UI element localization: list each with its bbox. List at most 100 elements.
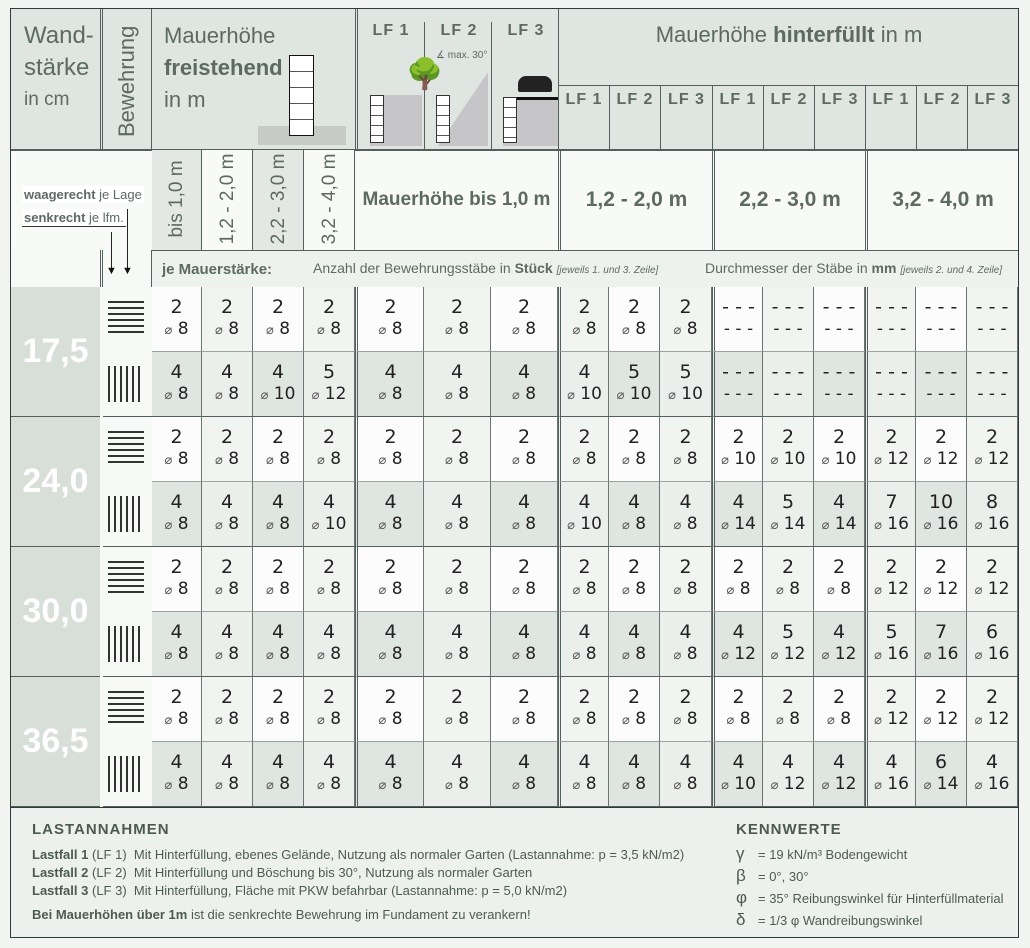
bar-diameter: ⌀ 14 [923, 774, 959, 794]
vertical-reinforcement-cell: 4 ⌀ 16 [967, 742, 1018, 807]
lf-subheader: LF 1 [865, 85, 916, 150]
parameter: γ = 19 kN/m³ Bodengewicht [736, 843, 1003, 865]
parameter: φ = 35° Reibungswinkel für Hinterfüllmate… [736, 887, 1003, 909]
bar-diameter: ⌀ 8 [621, 709, 647, 729]
legend-bold: waagerecht [24, 187, 96, 202]
bar-count: 2 [322, 296, 336, 318]
bar-diameter: ⌀ 8 [511, 384, 537, 404]
bar-count: 2 [170, 686, 183, 708]
vertical-reinforcement-cell: 4 ⌀ 8 [355, 612, 424, 677]
horizontal-reinforcement-cell: 2 ⌀ 8 [202, 417, 253, 482]
bar-diameter: ⌀ 10 [668, 384, 703, 404]
bar-count: 2 [170, 296, 183, 318]
bar-count: 6 [985, 621, 999, 643]
vertical-reinforcement-cell: 4 ⌀ 12 [814, 742, 865, 807]
not-applicable: - - - [773, 319, 803, 339]
bar-count: 2 [384, 296, 397, 318]
bar-diameter: ⌀ 8 [316, 319, 342, 339]
not-applicable: - - - [773, 384, 803, 404]
vertical-reinforcement-cell: 6 ⌀ 16 [967, 612, 1018, 677]
bar-diameter: ⌀ 8 [214, 449, 240, 469]
backfilled-heading: Mauerhöhe hinterfüllt in m [560, 22, 1018, 48]
bar-diameter: ⌀ 8 [511, 709, 537, 729]
bar-diameter: ⌀ 12 [974, 449, 1010, 469]
bar-diameter: ⌀ 8 [572, 579, 597, 599]
horizontal-reinforcement-cell: 2 ⌀ 8 [202, 287, 253, 352]
bar-count: 4 [578, 491, 591, 513]
text: Anzahl der Bewehrungsstäbe in [313, 260, 511, 276]
free-height-label: 3,2 - 4,0 m [318, 153, 340, 245]
bar-diameter: ⌀ 8 [444, 449, 470, 469]
bar-diameter: ⌀ 8 [621, 319, 647, 339]
bar-count: 2 [384, 556, 397, 578]
bar-count: 2 [322, 686, 336, 708]
bar-count: 5 [885, 621, 898, 643]
divider [558, 85, 1018, 86]
footer [11, 807, 1018, 937]
bar-diameter: ⌀ 14 [821, 514, 857, 534]
bar-count: 2 [322, 556, 336, 578]
horizontal-reinforcement-cell: 2 ⌀ 8 [609, 547, 660, 612]
load-cases-title: LASTANNAHMEN [32, 821, 170, 838]
bar-diameter: ⌀ 8 [164, 514, 189, 534]
bar-count: 7 [885, 491, 898, 513]
horizontal-reinforcement-cell: 2 ⌀ 12 [916, 547, 967, 612]
backfilled-height-1: Mauerhöhe bis 1,0 m [362, 189, 551, 210]
wall-thickness-label: 24,0 [11, 417, 100, 547]
horizontal-reinforcement-cell: 2 ⌀ 8 [253, 417, 304, 482]
horizontal-reinforcement-cell: 2 ⌀ 8 [712, 677, 763, 742]
bar-diameter: ⌀ 8 [378, 449, 403, 469]
bar-diameter: ⌀ 8 [316, 449, 342, 469]
bar-diameter: ⌀ 12 [974, 579, 1010, 599]
case-text: Mit Hinterfüllung, ebenes Gelände, Nutzu… [133, 847, 685, 862]
text-bold: mm [871, 260, 897, 276]
bar-count: 2 [781, 426, 795, 448]
bar-count: 4 [985, 751, 999, 773]
bar-count: 5 [322, 361, 336, 383]
horizontal-reinforcement-cell: - - -- - - [712, 287, 763, 352]
horizontal-reinforcement-cell: 2 ⌀ 8 [304, 417, 355, 482]
horizontal-reinforcement-cell: - - -- - - [763, 287, 814, 352]
horizontal-reinforcement-cell: 2 ⌀ 8 [253, 287, 304, 352]
bar-count: 2 [450, 686, 464, 708]
bar-diameter: ⌀ 10 [721, 774, 756, 794]
bar-count: 2 [271, 686, 285, 708]
bar-diameter: ⌀ 8 [511, 644, 537, 664]
wall-thickness-heading: Wand- stärke in cm [24, 20, 94, 116]
bar-count: 2 [220, 686, 234, 708]
load-case-1: Lastfall 1 (LF 1) Mit Hinterfüllung, ebe… [32, 846, 684, 864]
vertical-reinforcement-cell: 4 ⌀ 8 [202, 612, 253, 677]
vertical-reinforcement-cell: 5 ⌀ 10 [609, 352, 660, 417]
bar-diameter: ⌀ 8 [214, 384, 240, 404]
backfilled-height-2: 1,2 - 2,0 m [558, 150, 712, 250]
vertical-reinforcement-cell: 4 ⌀ 8 [304, 742, 355, 807]
bar-diameter: ⌀ 16 [923, 514, 959, 534]
horizontal-reinforcement-cell: 2 ⌀ 8 [491, 287, 558, 352]
bar-count: 4 [322, 621, 336, 643]
horizontal-reinforcement-cell: 2 ⌀ 8 [424, 287, 491, 352]
horizontal-reinforcement-cell: 2 ⌀ 8 [202, 547, 253, 612]
wall-illustration-icon [289, 55, 314, 136]
bar-diameter: ⌀ 8 [265, 774, 291, 794]
free-height-cell: 2,2 - 3,0 m [253, 150, 304, 250]
not-applicable: - - - [924, 296, 958, 318]
bar-count: 2 [781, 686, 795, 708]
horizontal-reinforcement-cell: 2 ⌀ 8 [355, 417, 424, 482]
horizontal-reinforcement-cell: 2 ⌀ 8 [609, 677, 660, 742]
bar-diameter: ⌀ 8 [378, 579, 403, 599]
legend-vertical: senkrecht je lfm. [22, 209, 126, 227]
vertical-reinforcement-cell: 5 ⌀ 12 [304, 352, 355, 417]
case-name: Lastfall 3 [32, 883, 89, 898]
bar-count: 4 [627, 491, 641, 513]
vertical-reinforcement-cell: 4 ⌀ 8 [424, 742, 491, 807]
horizontal-reinforcement-cell: 2 ⌀ 8 [558, 547, 609, 612]
tree-icon: 🌳 [406, 58, 444, 91]
lf-subheader: LF 2 [916, 85, 967, 150]
bar-diameter: ⌀ 8 [444, 579, 470, 599]
bar-count: 4 [384, 751, 397, 773]
horizontal-reinforcement-cell: 2 ⌀ 8 [558, 677, 609, 742]
reinforcement-heading-box: Bewehrung [100, 9, 152, 150]
bar-diameter: ⌀ 12 [874, 579, 909, 599]
bar-count: 4 [450, 621, 464, 643]
backfilled-height-4: 3,2 - 4,0 m [865, 150, 1018, 250]
